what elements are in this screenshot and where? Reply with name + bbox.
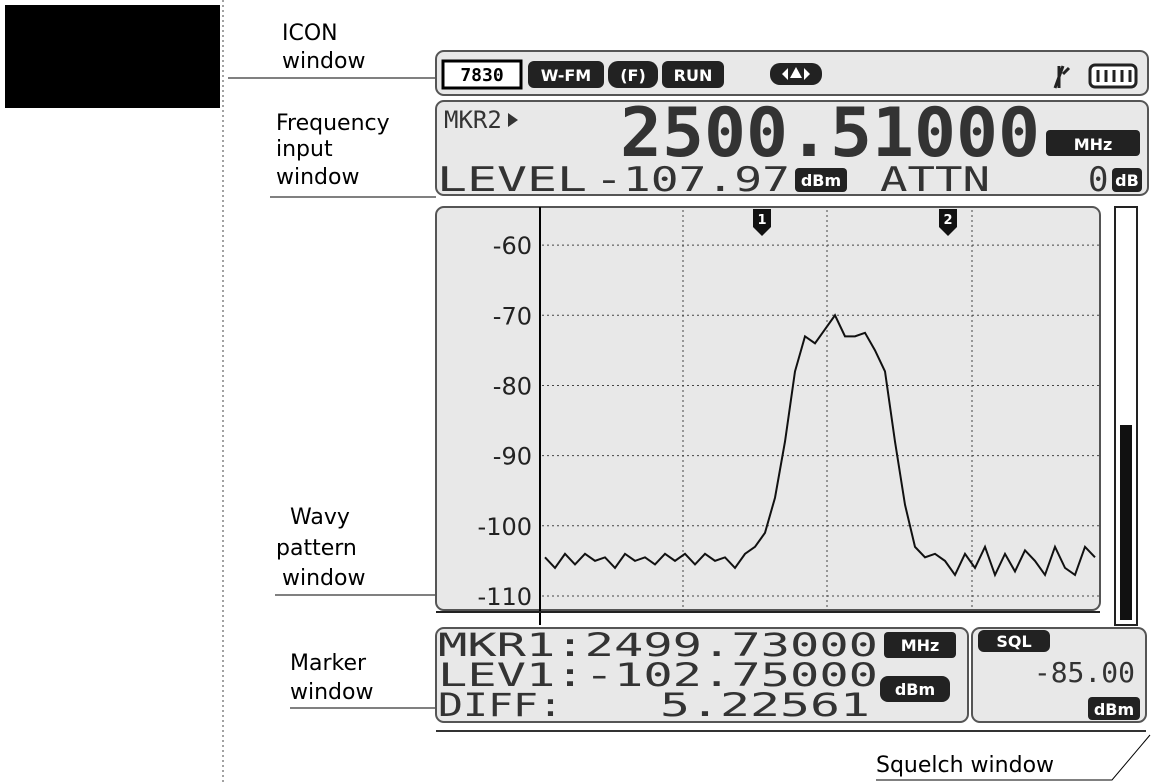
marker-id: MKR2 bbox=[444, 106, 502, 134]
level-label: LEVEL bbox=[437, 160, 587, 200]
unit: MHz bbox=[1074, 135, 1113, 154]
unit: dB bbox=[1115, 171, 1139, 190]
marker-row: DIFF: bbox=[438, 686, 563, 724]
callout: input bbox=[276, 137, 333, 162]
marker-flag-label: 1 bbox=[757, 213, 766, 228]
unit: dBm bbox=[1094, 700, 1134, 719]
attn-value: 0 bbox=[1088, 160, 1108, 200]
unit: MHz bbox=[901, 636, 940, 655]
level-value: -107.97 bbox=[595, 160, 790, 200]
sql-label: SQL bbox=[996, 632, 1031, 651]
callout: Frequency bbox=[276, 111, 390, 136]
callout: Wavy bbox=[290, 505, 350, 530]
wavy-window bbox=[436, 207, 1100, 610]
callout: ICON bbox=[282, 21, 338, 46]
callout: window bbox=[276, 165, 359, 190]
callout: Marker bbox=[290, 651, 367, 676]
attn-label: ATTN bbox=[880, 160, 990, 200]
callout: window bbox=[282, 49, 365, 74]
icon-text: W-FM bbox=[541, 66, 591, 85]
page: ICON window Frequency input window Wavy … bbox=[0, 0, 1151, 783]
y-tick-label: -100 bbox=[478, 513, 532, 541]
screenshot: ICON window Frequency input window Wavy … bbox=[0, 0, 1151, 783]
icon-text: 7830 bbox=[460, 65, 503, 86]
callout: pattern bbox=[276, 536, 357, 561]
marker-row: 5.22561 bbox=[660, 686, 870, 724]
sql-value: -85.00 bbox=[1034, 656, 1135, 689]
y-tick-label: -90 bbox=[493, 443, 532, 471]
callout: window bbox=[290, 680, 373, 705]
black-block bbox=[5, 5, 220, 108]
unit: dBm bbox=[801, 171, 841, 190]
callout: Squelch window bbox=[876, 753, 1054, 778]
y-tick-label: -110 bbox=[478, 583, 532, 611]
icon-text: (F) bbox=[620, 66, 646, 85]
icon-text: RUN bbox=[674, 66, 713, 85]
scroll-thumb bbox=[1120, 425, 1132, 620]
callout: window bbox=[282, 566, 365, 591]
unit: dBm bbox=[895, 680, 935, 699]
y-tick-label: -60 bbox=[493, 232, 532, 260]
y-tick-label: -70 bbox=[493, 302, 532, 330]
marker-flag-label: 2 bbox=[943, 213, 952, 228]
y-tick-label: -80 bbox=[493, 372, 532, 400]
